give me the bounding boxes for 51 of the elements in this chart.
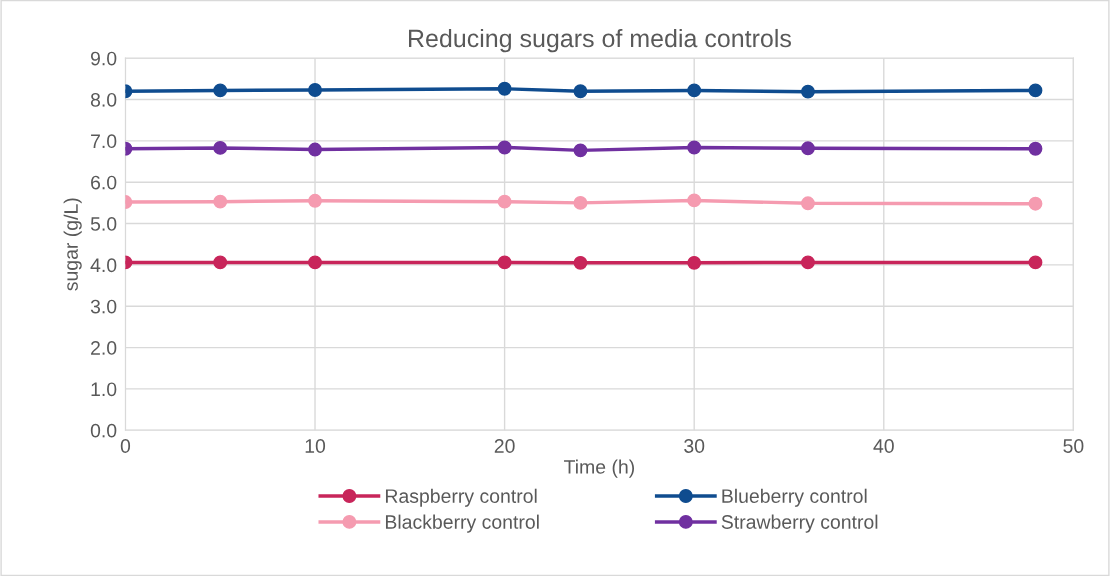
x-tick-label: 0: [120, 439, 131, 453]
point: [213, 83, 228, 98]
point: [801, 196, 815, 211]
x-tick-label: 30: [684, 439, 705, 453]
legend-label: Strawberry control: [721, 514, 878, 533]
point: [308, 193, 322, 208]
y-tick-label: 7.0: [91, 134, 117, 149]
point: [213, 255, 228, 270]
point: [308, 83, 322, 97]
legend-label: Blueberry control: [722, 488, 867, 507]
point: [573, 143, 588, 158]
y-tick-label: 0.0: [90, 423, 117, 438]
legend-label: Blackberry control: [385, 514, 539, 533]
point: [687, 255, 702, 270]
y-tick-label: 4.0: [90, 258, 117, 273]
point: [573, 84, 588, 99]
point: [213, 194, 228, 209]
y-tick-label: 5.0: [90, 217, 117, 231]
point: [687, 193, 702, 208]
x-tick-label: 40: [873, 439, 894, 453]
legend-label: Raspberry control: [385, 488, 537, 507]
point: [1028, 141, 1043, 156]
point: [497, 81, 512, 96]
point: [1028, 83, 1043, 98]
y-axis-title: sugar (g/L): [63, 198, 82, 291]
x-tick-label: 10: [305, 439, 326, 453]
y-tick-label: 6.0: [91, 175, 117, 190]
point: [308, 142, 322, 157]
x-axis-title: Time (h): [564, 459, 635, 478]
x-tick-label: 50: [1063, 439, 1084, 453]
point: [497, 255, 512, 270]
point: [1028, 196, 1043, 211]
point: [801, 255, 815, 270]
y-tick-label: 2.0: [91, 341, 117, 355]
y-tick-label: 1.0: [91, 382, 117, 397]
chart-title: Reducing sugars of media controls: [409, 28, 791, 53]
point: [1028, 255, 1043, 270]
y-tick-label: 3.0: [90, 299, 117, 314]
point: [308, 255, 322, 270]
x-tick-label: 20: [494, 439, 515, 453]
point: [497, 194, 512, 209]
point: [687, 83, 702, 98]
point: [573, 255, 588, 270]
point: [801, 84, 815, 99]
y-tick-label: 9.0: [90, 51, 117, 66]
point: [497, 140, 512, 155]
point: [213, 140, 228, 155]
point: [801, 141, 815, 156]
point: [687, 140, 702, 155]
point: [573, 195, 588, 210]
y-tick-label: 8.0: [90, 92, 117, 107]
